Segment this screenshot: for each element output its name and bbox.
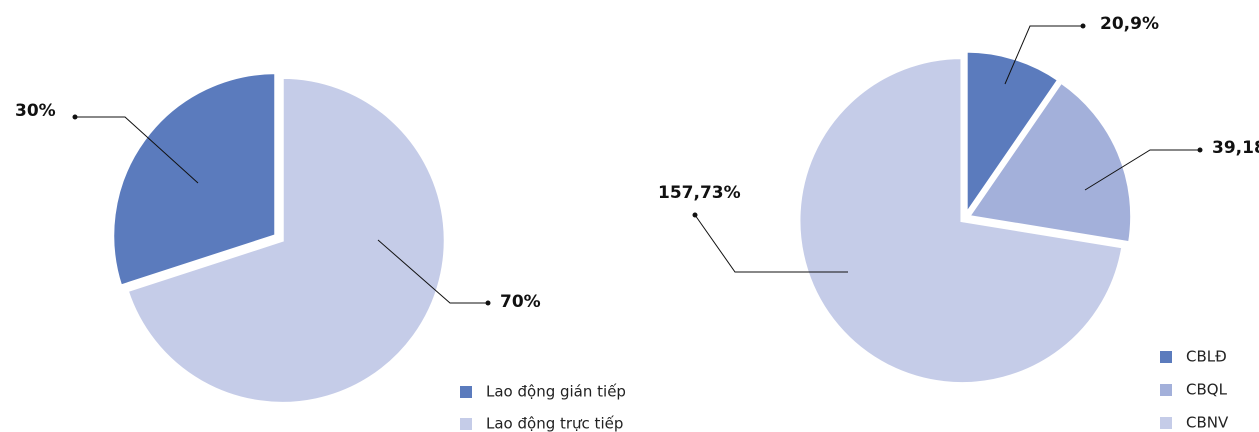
legend-swatch	[1160, 417, 1172, 429]
leader-line	[694, 214, 848, 273]
leader-dot	[72, 114, 78, 120]
legend-label: Lao động gián tiếp	[486, 383, 626, 401]
value-label: 39,18%	[1212, 138, 1259, 158]
pie-slice	[964, 49, 1061, 220]
leader-dot	[485, 300, 491, 306]
pie-slice	[125, 75, 447, 405]
value-label: 30%	[15, 101, 56, 121]
legend-swatch	[1160, 351, 1172, 363]
legend-label: CBLĐ	[1186, 348, 1227, 366]
legend-label: Lao động trực tiếp	[486, 415, 623, 432]
leader-dot	[1080, 23, 1086, 29]
value-label: 20,9%	[1100, 14, 1159, 34]
legend-swatch	[460, 386, 472, 398]
leader-line	[1084, 149, 1200, 191]
legend-label: CBNV	[1186, 414, 1229, 432]
value-label: 70%	[500, 292, 541, 312]
legend-swatch	[1160, 384, 1172, 396]
legend-label: CBQL	[1186, 381, 1228, 399]
leader-line	[75, 116, 199, 184]
pie-slice	[797, 56, 1125, 386]
value-label: 157,73%	[658, 183, 741, 203]
leader-line	[1004, 25, 1083, 85]
leader-dot	[692, 212, 698, 218]
legend-swatch	[460, 418, 472, 430]
leader-line	[377, 239, 488, 304]
leader-dot	[1197, 147, 1203, 153]
pie-slice	[966, 80, 1134, 245]
